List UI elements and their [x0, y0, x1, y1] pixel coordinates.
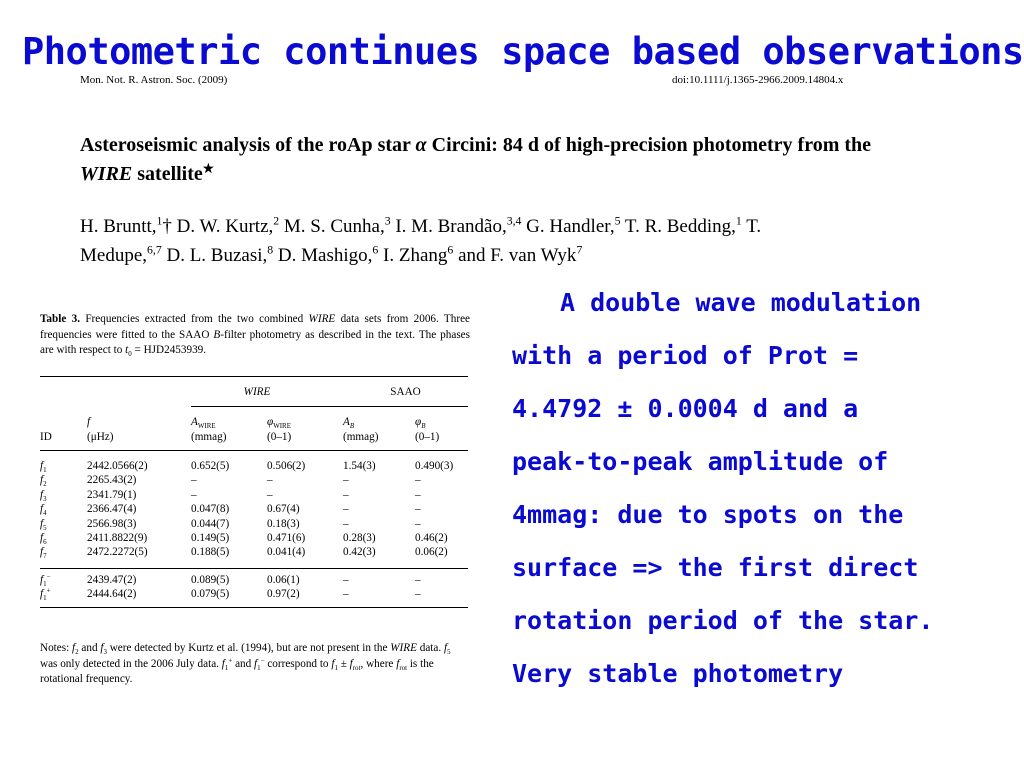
footnote-star-icon: ★ [202, 161, 214, 176]
description-line: A double wave modulation [560, 288, 922, 317]
frequency-table: WIRE SAAO f AWIRE φWIRE AB φB ID (μHz) (… [40, 376, 468, 609]
slide-description: A double wave modulation with a period o… [512, 276, 992, 700]
description-line: Very stable photometry [512, 659, 844, 688]
journal-doi: doi:10.1111/j.1365-2966.2009.14804.x [672, 74, 844, 86]
paper-authors: H. Bruntt,1† D. W. Kurtz,2 M. S. Cunha,3… [80, 214, 762, 266]
table-row: f3 2341.79(1) – – – – [40, 488, 421, 503]
table-row: f1+ 2444.64(2) 0.079(5) 0.97(2) – – [40, 586, 421, 603]
description-line: peak-to-peak amplitude of [512, 447, 889, 476]
table-row: f1 2442.0566(2) 0.652(5) 0.506(2) 1.54(3) 0.4… [40, 459, 454, 475]
table-row: f7 2472.2272(5) 0.188(5) 0.041(4) 0.42(3) 0.0… [40, 546, 448, 561]
description-line: 4mmag: due to spots on the [512, 500, 904, 529]
journal-citation: Mon. Not. R. Astron. Soc. (2009) [80, 74, 228, 86]
table-row: f6 2411.8822(9) 0.149(5) 0.471(6) 0.28(3) 0.4… [40, 531, 448, 547]
table-row: f4 2366.47(4) 0.047(8) 0.67(4) – – [40, 503, 421, 518]
description-line: with a period of Prot = [512, 341, 859, 370]
group-header-wire: WIRE [191, 376, 343, 407]
table-notes: Notes: f2 and f3 were detected by Kurtz … [40, 642, 451, 685]
group-header-saao: SAAO [343, 376, 468, 407]
table-caption: Table 3. Frequencies extracted from the … [40, 313, 471, 359]
description-line: surface => the first direct [512, 553, 919, 582]
table-row: f5 2566.98(3) 0.044(7) 0.18(3) – – [40, 517, 421, 532]
column-header-row: f AWIRE φWIRE AB φB [87, 415, 426, 431]
unit-header-row: ID (μHz) (mmag) (0–1) (mmag) (0–1) [40, 429, 468, 451]
paper-title: Asteroseismic analysis of the roAp star … [80, 134, 872, 185]
table-row: f2 2265.43(2) – – – – [40, 474, 421, 489]
table-row: f1− 2439.47(2) 0.089(5) 0.06(1) – – [40, 571, 421, 588]
description-line: rotation period of the star. [512, 606, 934, 635]
description-line: 4.4792 ± 0.0004 d and a [512, 394, 859, 423]
slide-title: Photometric continues space based observ… [22, 30, 1024, 73]
